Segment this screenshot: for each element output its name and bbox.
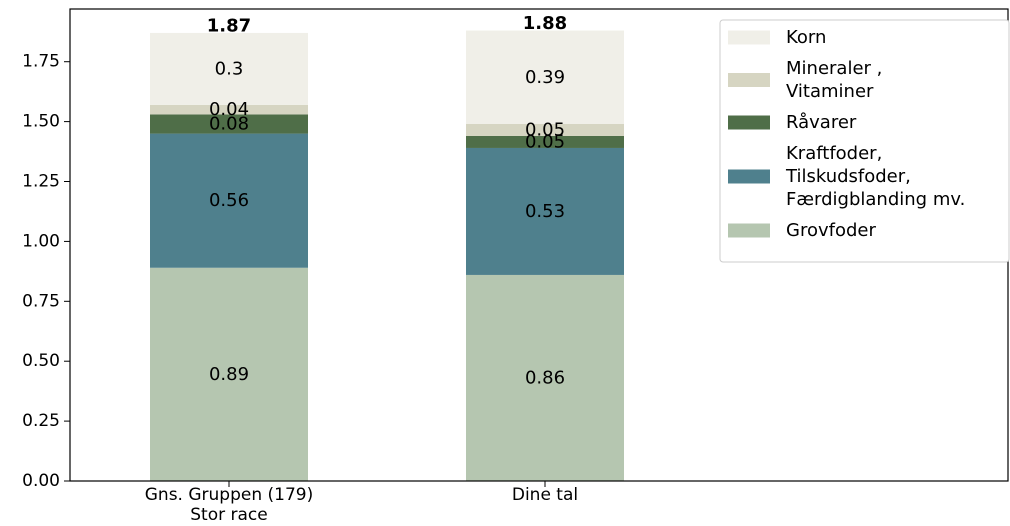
bar-segment — [466, 147, 624, 275]
bar-total-label: 1.88 — [523, 13, 567, 34]
legend-label: Kraftfoder, — [786, 143, 882, 164]
total-labels-layer: 1.87 1.88 — [207, 13, 567, 36]
bar-segment — [150, 133, 308, 268]
y-tick-label: 1.50 — [22, 112, 60, 132]
y-tick-label: 1.25 — [22, 172, 60, 192]
legend-box — [719, 19, 1010, 263]
bar-segment — [150, 104, 308, 115]
bar-segment — [150, 32, 308, 105]
segment-value-label: 0.56 — [209, 190, 249, 211]
legend-label: Tilskudsfoder, — [785, 166, 911, 187]
segment-value-label: 0.86 — [525, 367, 565, 388]
segment-value-label: 0.53 — [525, 201, 565, 222]
bar-segment — [150, 267, 308, 481]
y-tick-label: 0.50 — [22, 351, 60, 371]
bar-segment — [466, 124, 624, 136]
y-tick-label: 0.25 — [22, 411, 60, 431]
segment-value-label: 0.3 — [215, 58, 244, 79]
legend-label: Korn — [786, 27, 826, 48]
legend-label: Færdigblanding mv. — [786, 189, 965, 210]
y-tick-label: 1.00 — [22, 231, 60, 251]
bar-segment — [466, 274, 624, 481]
segment-value-label: 0.89 — [209, 364, 249, 385]
y-tick-label: 0.75 — [22, 291, 60, 311]
legend-label: Grovfoder — [786, 220, 876, 241]
bars-layer — [150, 30, 624, 481]
legend-label: Råvarer — [786, 112, 857, 133]
legend-label: Vitaminer — [786, 81, 874, 102]
legend-label: Mineraler , — [786, 58, 882, 79]
segment-value-label: 0.39 — [525, 67, 565, 88]
bar-total-label: 1.87 — [207, 15, 251, 36]
x-tick-label: Stor race — [190, 505, 267, 525]
x-tick-label: Gns. Gruppen (179) — [145, 485, 313, 505]
bar-segment — [150, 114, 308, 134]
segment-value-label: 0.05 — [525, 131, 565, 152]
legend: Korn Mineraler ,Vitaminer Råvarer Kraftfode… — [719, 19, 1010, 263]
bar-segment — [466, 30, 624, 125]
legend-swatch — [728, 169, 770, 184]
segment-value-label: 0.04 — [209, 99, 249, 120]
bar-segment — [466, 135, 624, 148]
legend-swatch — [728, 223, 770, 238]
y-tick-label: 1.75 — [22, 52, 60, 72]
x-tick-label: Dine tal — [512, 485, 578, 505]
segment-value-label: 0.08 — [209, 114, 249, 135]
legend-swatch — [728, 73, 770, 87]
legend-swatch — [728, 30, 770, 45]
legend-swatch — [728, 115, 770, 130]
segment-labels-layer: 0.89 0.56 0.080.04 0.3 0.86 0.53 0.050.05 0.39 — [209, 58, 565, 388]
segment-value-label: 0.05 — [525, 119, 565, 140]
y-tick-label: 0.00 — [22, 471, 60, 491]
